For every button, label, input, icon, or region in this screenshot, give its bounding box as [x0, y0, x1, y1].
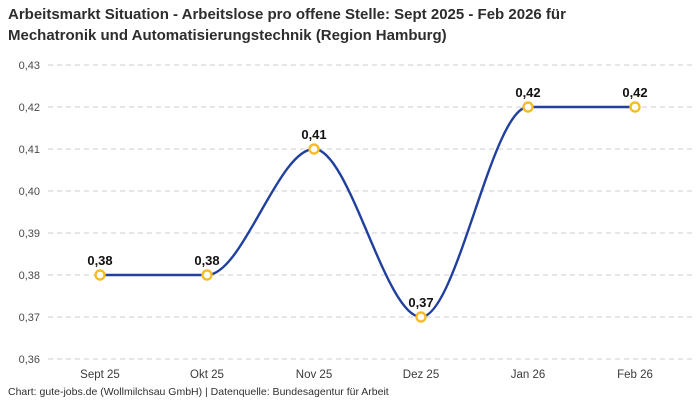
x-axis-label: Jan 26: [511, 369, 546, 381]
y-tick-label: 0,38: [19, 270, 40, 282]
y-tick-label: 0,39: [19, 228, 40, 240]
data-point-marker: [308, 143, 320, 155]
y-tick-label: 0,41: [19, 144, 40, 156]
series-line: [98, 105, 637, 319]
data-point-marker: [522, 101, 534, 113]
x-axis-label: Sept 25: [80, 369, 120, 381]
attribution-footer: Chart: gute-jobs.de (Wollmilchsau GmbH) …: [8, 386, 389, 398]
data-point-label: 0,37: [408, 295, 433, 310]
data-point-label: 0,41: [301, 127, 326, 142]
chart-title-line1: Arbeitsmarkt Situation - Arbeitslose pro…: [8, 6, 566, 23]
chart-title-line2: Mechatronik und Automatisierungstechnik …: [8, 27, 447, 44]
data-point-marker: [201, 269, 213, 281]
y-tick-label: 0,43: [19, 60, 40, 72]
data-point-marker: [629, 101, 641, 113]
x-axis-label: Okt 25: [190, 369, 224, 381]
chart-title: Arbeitsmarkt Situation - Arbeitslose pro…: [8, 4, 688, 46]
x-axis-label: Feb 26: [617, 369, 653, 381]
x-axis-label: Dez 25: [403, 369, 439, 381]
data-point-marker: [94, 269, 106, 281]
y-tick-label: 0,37: [19, 312, 40, 324]
data-point-label: 0,42: [622, 85, 647, 100]
y-tick-label: 0,42: [19, 102, 40, 114]
data-point-marker: [415, 311, 427, 323]
data-point-label: 0,38: [87, 253, 112, 268]
data-point-label: 0,42: [515, 85, 540, 100]
y-tick-label: 0,36: [19, 354, 40, 366]
data-point-label: 0,38: [194, 253, 219, 268]
x-axis-label: Nov 25: [296, 369, 332, 381]
y-tick-label: 0,40: [19, 186, 40, 198]
